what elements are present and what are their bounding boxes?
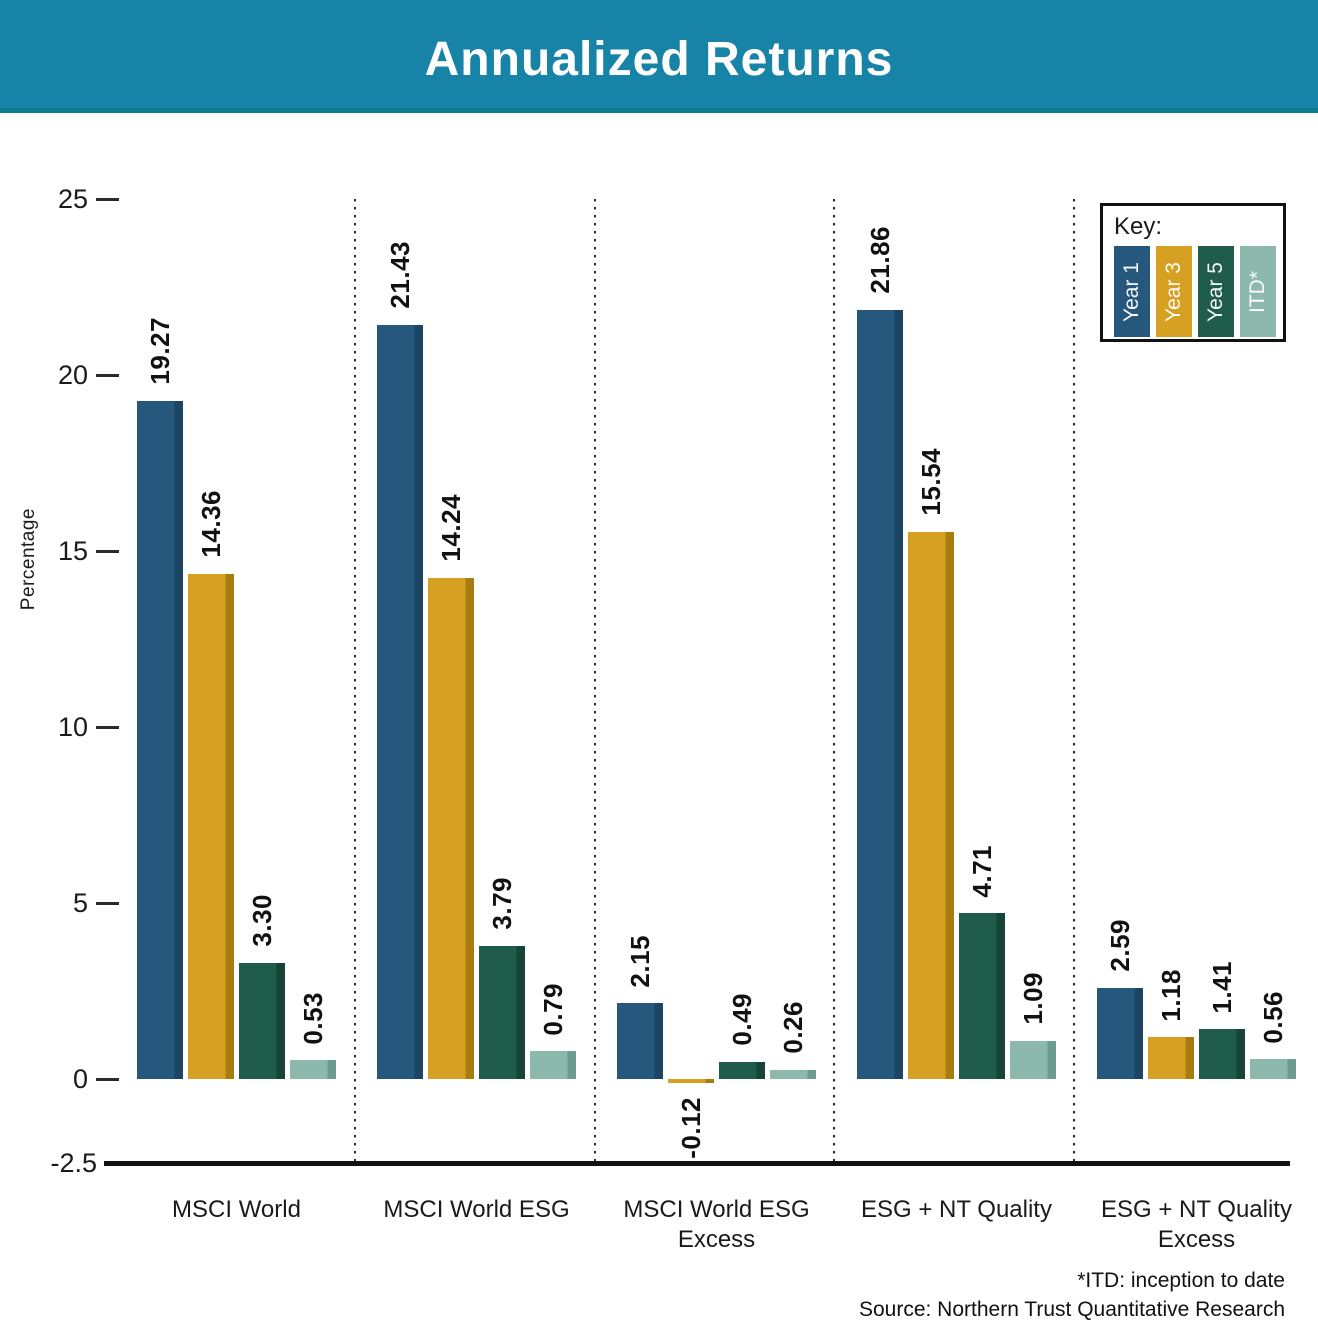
legend-item-label-year-1: Year 1 — [1120, 261, 1143, 322]
value-label-year-1-msci-world: 19.27 — [145, 317, 175, 385]
value-label-year-1-esg-nt-quality: 21.86 — [865, 225, 895, 294]
bar-year-3-msci-world-esg — [428, 577, 474, 1079]
bar-year-5-esg-nt-quality — [959, 913, 1005, 1079]
y-tick-0: 0 — [72, 1064, 88, 1094]
category-label-esg-nt-quality: ESG + NT Quality — [861, 1196, 1052, 1223]
value-label-year-5-msci-world: 3.30 — [247, 894, 277, 947]
footnote-source: Source: Northern Trust Quantitative Rese… — [858, 1298, 1285, 1321]
y-tick-5: 5 — [72, 888, 88, 918]
y-tick-mark-20 — [96, 374, 119, 377]
value-label-year-3-msci-world-esg: 14.24 — [436, 494, 466, 562]
value-label-itd-esg-nt-quality-excess: 0.56 — [1258, 990, 1288, 1044]
legend-item-year-5: Year 5 — [1198, 246, 1234, 337]
y-tick-mark-0 — [96, 1078, 119, 1081]
value-label-year-5-esg-nt-quality: 4.71 — [967, 844, 997, 898]
value-label-year-1-esg-nt-quality-excess: 2.59 — [1105, 919, 1135, 972]
value-label-year-3-esg-nt-quality: 15.54 — [916, 448, 946, 516]
y-tick-mark-15 — [96, 550, 119, 553]
legend-item-label-year-5: Year 5 — [1204, 261, 1227, 322]
y-tick-mark-10 — [96, 726, 119, 729]
value-label-year-5-msci-world-esg-excess: 0.49 — [727, 993, 757, 1046]
category-label-msci-world: MSCI World — [172, 1196, 301, 1223]
bar-year-3-msci-world-esg-excess — [668, 1079, 714, 1084]
footnote-itd: *ITD: inception to date — [1077, 1269, 1285, 1292]
bar-itd-esg-nt-quality — [1010, 1040, 1056, 1079]
value-label-year-3-msci-world: 14.36 — [196, 489, 226, 558]
group-separator-4 — [1072, 199, 1075, 1161]
y-tick-mark-5 — [96, 902, 119, 905]
value-label-year-3-esg-nt-quality-excess: 1.18 — [1156, 968, 1186, 1022]
chart-header: Annualized Returns — [0, 0, 1318, 113]
bar-itd-msci-world — [290, 1060, 336, 1079]
legend-item-itd: ITD* — [1240, 246, 1276, 337]
bar-itd-esg-nt-quality-excess — [1250, 1059, 1296, 1079]
bar-year-5-msci-world-esg-excess — [719, 1061, 765, 1079]
y-tick-15: 15 — [57, 536, 88, 566]
legend-item-year-1: Year 1 — [1114, 246, 1150, 337]
value-label-itd-esg-nt-quality: 1.09 — [1018, 972, 1048, 1025]
legend-item-year-3: Year 3 — [1156, 246, 1192, 337]
chart-title: Annualized Returns — [424, 32, 894, 86]
bar-year-1-esg-nt-quality — [857, 309, 903, 1079]
y-tick-20: 20 — [57, 360, 88, 390]
value-label-year-1-msci-world-esg-excess: 2.15 — [625, 934, 655, 988]
bar-year-3-esg-nt-quality — [908, 531, 954, 1079]
category-label-msci-world-esg: MSCI World ESG — [383, 1196, 570, 1223]
bar-year-5-msci-world — [239, 962, 285, 1079]
bar-year-1-esg-nt-quality-excess — [1097, 987, 1143, 1079]
value-label-itd-msci-world-esg-excess: 0.26 — [778, 1001, 808, 1054]
bar-year-3-msci-world — [188, 573, 234, 1079]
footnotes: *ITD: inception to date Source: Northern… — [859, 1266, 1285, 1324]
bar-year-1-msci-world-esg — [377, 324, 423, 1079]
value-label-year-5-esg-nt-quality-excess: 1.41 — [1207, 960, 1237, 1014]
y-tick-baseline: -2.5 — [50, 1148, 97, 1178]
y-tick-25: 25 — [57, 184, 88, 214]
group-separator-2 — [593, 199, 596, 1161]
group-separator-3 — [833, 199, 835, 1161]
legend-items: Year 1 Year 3 Year 5 ITD* — [1114, 246, 1283, 337]
bar-year-1-msci-world-esg-excess — [617, 1003, 663, 1079]
legend: Key: Year 1 Year 3 Year 5 ITD* — [1100, 203, 1286, 342]
legend-item-label-year-3: Year 3 — [1162, 261, 1185, 322]
value-label-year-3-msci-world-esg-excess: -0.12 — [676, 1097, 706, 1159]
y-tick-mark-25 — [96, 198, 119, 201]
y-tick-10: 10 — [57, 712, 88, 742]
legend-item-label-itd: ITD* — [1246, 270, 1269, 313]
value-label-year-5-msci-world-esg: 3.79 — [487, 876, 517, 930]
legend-title: Key: — [1114, 213, 1163, 240]
category-label-esg-nt-quality-excess: ESG + NT Quality Excess — [1101, 1196, 1292, 1253]
x-axis-line — [104, 1161, 1290, 1166]
value-label-year-1-msci-world-esg: 21.43 — [385, 241, 415, 309]
bar-year-5-msci-world-esg — [479, 945, 525, 1079]
bar-year-3-esg-nt-quality-excess — [1148, 1037, 1194, 1079]
group-separator-1 — [354, 199, 356, 1161]
bar-year-5-esg-nt-quality-excess — [1199, 1029, 1245, 1079]
bar-year-1-msci-world — [137, 400, 183, 1079]
category-label-msci-world-esg-excess: MSCI World ESG Excess — [623, 1196, 810, 1253]
bar-itd-msci-world-esg-excess — [770, 1069, 816, 1079]
bar-itd-msci-world-esg — [530, 1051, 576, 1079]
value-label-itd-msci-world: 0.53 — [298, 991, 328, 1045]
value-label-itd-msci-world-esg: 0.79 — [538, 982, 568, 1036]
